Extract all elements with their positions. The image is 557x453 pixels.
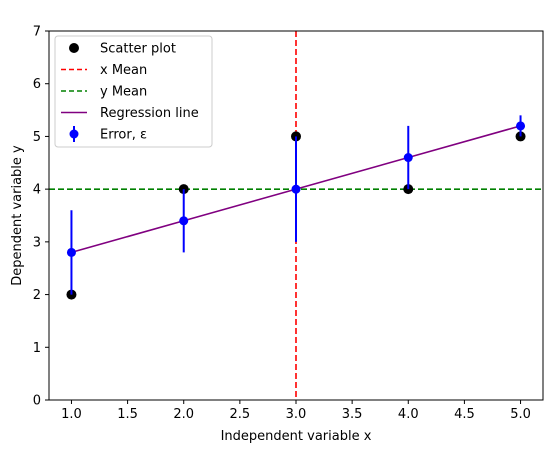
x-tick-label: 3.5 bbox=[342, 407, 363, 422]
legend-marker bbox=[69, 129, 79, 139]
y-tick-label: 4 bbox=[33, 183, 41, 198]
legend-marker bbox=[69, 43, 79, 53]
y-axis-label: Dependent variable y bbox=[10, 145, 25, 286]
y-tick-label: 7 bbox=[33, 25, 41, 40]
legend: Scatter plot x Mean y Mean Regression line E… bbox=[54, 35, 213, 148]
legend-item: y Mean bbox=[61, 85, 147, 100]
x-tick-label: 4.0 bbox=[398, 407, 419, 422]
error-point bbox=[403, 153, 413, 163]
legend-label: Regression line bbox=[100, 106, 199, 121]
legend-item: Scatter plot bbox=[69, 42, 176, 57]
legend-item: x Mean bbox=[61, 63, 147, 78]
legend-label: Scatter plot bbox=[100, 42, 176, 57]
error-point bbox=[516, 121, 526, 131]
x-tick-label: 2.0 bbox=[173, 407, 194, 422]
legend-label: y Mean bbox=[100, 85, 147, 100]
y-tick-label: 5 bbox=[33, 130, 41, 145]
x-tick-label: 3.0 bbox=[286, 407, 307, 422]
y-tick-label: 2 bbox=[33, 288, 41, 303]
error-point bbox=[291, 184, 301, 194]
y-tick-label: 3 bbox=[33, 235, 41, 250]
legend-label: x Mean bbox=[100, 63, 147, 78]
x-tick-label: 5.0 bbox=[510, 407, 531, 422]
y-tick-label: 6 bbox=[33, 77, 41, 92]
plot-area bbox=[49, 31, 543, 400]
error-point bbox=[66, 247, 76, 257]
x-tick-label: 4.5 bbox=[454, 407, 475, 422]
legend-label: Error, ε bbox=[100, 128, 147, 143]
x-axis-label: Independent variable x bbox=[221, 429, 372, 444]
x-tick-label: 1.0 bbox=[61, 407, 82, 422]
x-tick-label: 1.5 bbox=[117, 407, 138, 422]
axes-frame bbox=[48, 30, 544, 401]
y-tick-label: 1 bbox=[33, 341, 41, 356]
error-point bbox=[179, 216, 189, 226]
legend-box bbox=[54, 35, 213, 148]
y-tick-label: 0 bbox=[33, 394, 41, 409]
legend-item: Error, ε bbox=[69, 126, 147, 143]
axis-ticks: 1.0 1.5 2.0 2.5 3.0 3.5 4.0 4.5 5.0 0 1 2 3 4 5 6 7 bbox=[33, 25, 531, 423]
x-tick-label: 2.5 bbox=[230, 407, 251, 422]
legend-item: Regression line bbox=[61, 106, 199, 121]
